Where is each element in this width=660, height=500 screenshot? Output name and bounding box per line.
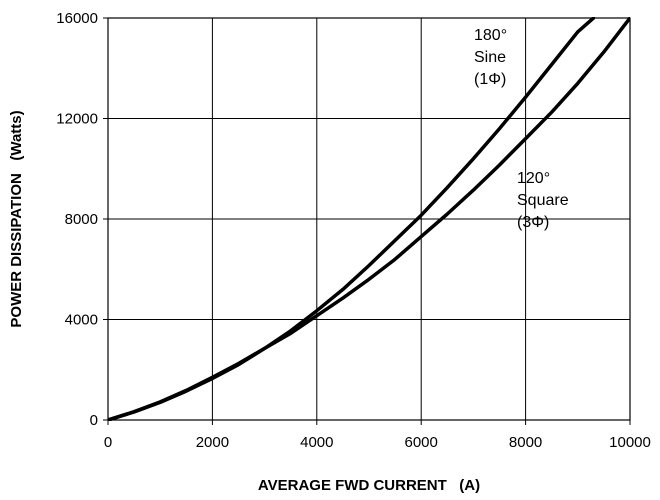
series-annotation-line: Square [517,192,569,209]
series-annotation-line: 180° [474,27,507,44]
series-annotation-line: (3Φ) [517,214,549,231]
series-annotation-line: Sine [474,49,506,66]
x-tick-label: 4000 [300,434,333,451]
x-tick-label: 10000 [609,434,651,451]
series-layer [108,17,630,421]
grid-lines [103,17,631,425]
y-tick-label: 12000 [56,111,98,128]
y-tick-labels: 0 4000 8000 12000 16000 [56,10,98,429]
x-tick-labels: 0 2000 4000 6000 8000 10000 [104,434,651,451]
y-tick-label: 4000 [65,312,98,329]
y-axis-title: POWER DISSIPATION (Watts) [8,110,25,327]
plot-area-frame [107,17,631,421]
x-tick-label: 2000 [196,434,229,451]
x-tick-label: 0 [104,434,112,451]
series-annotation-1: 120° Square (3Φ) [517,170,569,231]
series-annotation-line: (1Φ) [474,71,506,88]
x-tick-label: 6000 [405,434,438,451]
series-annotation-0: 180° Sine (1Φ) [474,27,507,88]
y-tick-label: 0 [90,412,98,429]
x-tick-label: 8000 [509,434,542,451]
series-annotations: 180° Sine (1Φ) 120° Square (3Φ) [474,27,569,231]
y-tick-label: 8000 [65,211,98,228]
series-line-1 [108,17,630,421]
series-annotation-line: 120° [517,170,550,187]
x-axis-title: AVERAGE FWD CURRENT (A) [258,477,480,494]
y-tick-label: 16000 [56,10,98,27]
